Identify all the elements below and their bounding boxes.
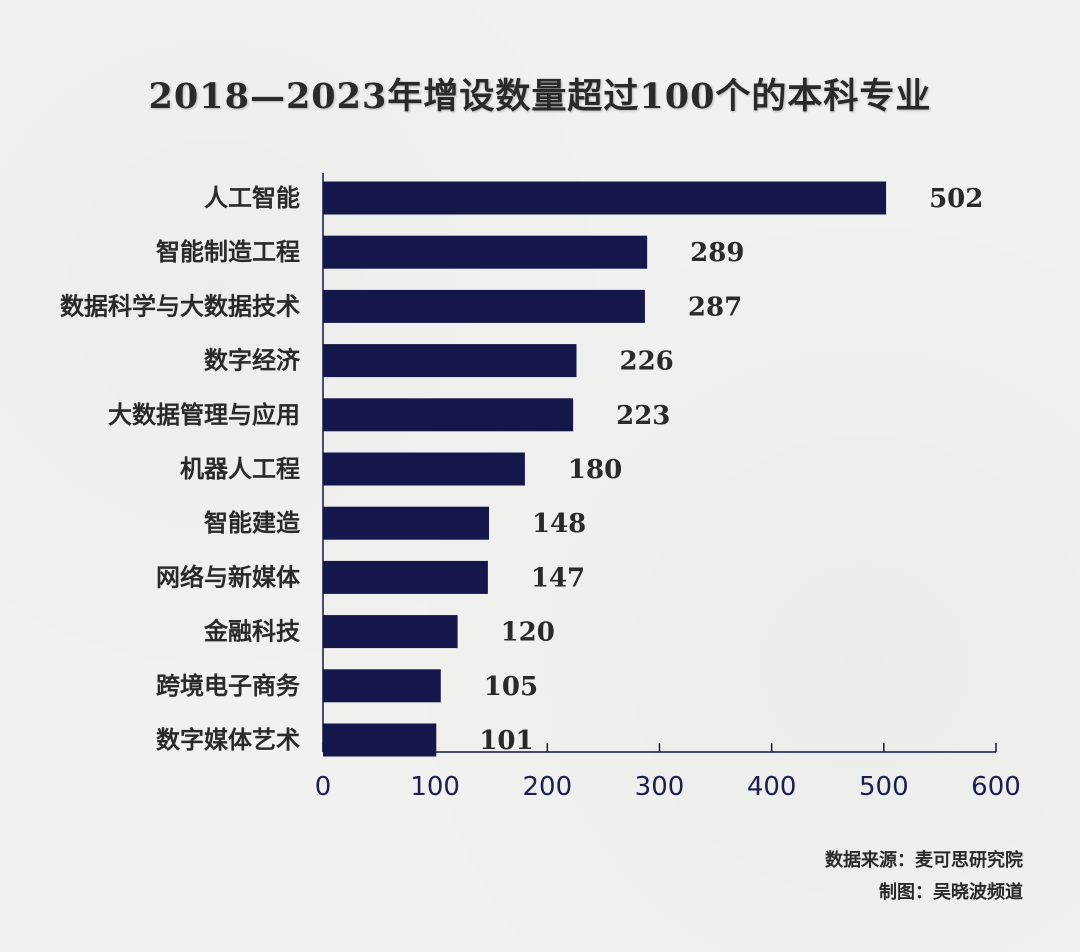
bar xyxy=(323,615,458,649)
chart-title: 2018—2023年增设数量超过100个的本科专业 xyxy=(148,76,932,117)
bar xyxy=(323,452,525,486)
bar xyxy=(323,344,577,378)
category-label: 数字媒体艺术 xyxy=(156,726,300,754)
category-label: 智能建造 xyxy=(204,509,300,537)
bar xyxy=(323,398,574,432)
x-tick-label: 300 xyxy=(635,772,685,802)
x-tick-label: 500 xyxy=(859,772,909,802)
bar xyxy=(323,235,648,269)
bar xyxy=(323,560,488,594)
category-label: 数字经济 xyxy=(204,347,301,375)
value-label: 180 xyxy=(568,455,622,485)
category-label: 人工智能 xyxy=(204,184,300,212)
x-tick-label: 100 xyxy=(410,772,460,802)
bar xyxy=(323,289,645,323)
category-label: 数据科学与大数据技术 xyxy=(60,292,300,320)
value-label: 148 xyxy=(532,509,586,539)
value-label: 287 xyxy=(688,292,742,322)
bar xyxy=(323,181,887,215)
value-label: 289 xyxy=(690,238,744,268)
value-label: 105 xyxy=(484,672,538,702)
value-label: 147 xyxy=(531,563,585,593)
category-label: 智能制造工程 xyxy=(156,238,300,266)
category-label: 机器人工程 xyxy=(180,455,300,483)
bar xyxy=(323,506,490,540)
category-label: 金融科技 xyxy=(203,618,301,646)
value-label: 120 xyxy=(501,618,555,648)
category-label: 跨境电子商务 xyxy=(156,672,301,700)
value-label: 223 xyxy=(616,401,670,431)
data-source-note: 数据来源：麦可思研究院 xyxy=(825,850,1023,871)
category-label: 网络与新媒体 xyxy=(156,563,301,591)
value-label: 226 xyxy=(619,347,673,377)
chart-credit-note: 制图：吴晓波频道 xyxy=(879,882,1023,903)
x-tick-label: 600 xyxy=(971,772,1021,802)
value-label: 101 xyxy=(479,726,533,756)
x-tick-label: 400 xyxy=(747,772,797,802)
bar xyxy=(323,723,437,757)
category-label: 大数据管理与应用 xyxy=(108,401,300,429)
x-tick-label: 200 xyxy=(523,772,573,802)
x-tick-label: 0 xyxy=(315,772,332,802)
bar xyxy=(323,669,441,703)
value-label: 502 xyxy=(929,184,983,214)
